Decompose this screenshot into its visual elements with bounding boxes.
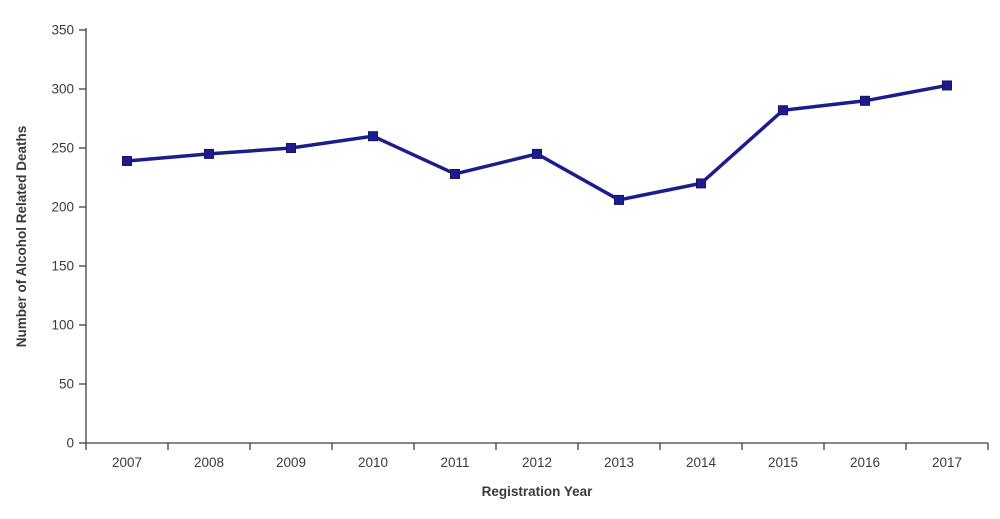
y-tick-label: 250: [51, 141, 74, 156]
data-point: [368, 131, 378, 142]
data-point: [450, 168, 460, 179]
y-tick-label: 300: [51, 82, 74, 97]
y-tick-label: 50: [59, 377, 74, 392]
data-line: [126, 83, 948, 202]
y-tick-label: 0: [66, 436, 74, 451]
x-tick-label: 2010: [358, 455, 388, 470]
x-tick-label: 2014: [686, 455, 717, 470]
x-tick-label: 2016: [850, 455, 880, 470]
x-tick-label: 2011: [440, 455, 469, 470]
x-tick-label: 2007: [112, 455, 142, 470]
data-point: [286, 143, 296, 153]
x-tick-label: 2009: [276, 455, 306, 470]
data-point: [778, 105, 788, 116]
data-point: [532, 148, 542, 159]
data-point: [860, 95, 870, 106]
y-tick-label: 150: [51, 259, 74, 274]
data-point: [122, 155, 132, 166]
x-tick-label: 2015: [768, 455, 798, 470]
y-tick-label: 200: [51, 200, 74, 215]
y-tick-label: 100: [51, 318, 74, 333]
y-tick-label: 350: [51, 23, 74, 38]
data-point: [942, 80, 952, 91]
x-tick-label: 2017: [932, 455, 962, 470]
x-tick-label: 2008: [194, 455, 224, 470]
data-point: [614, 194, 624, 205]
y-axis-title: Number of Alcohol Related Deaths: [14, 126, 29, 348]
x-axis-title: Registration Year: [482, 484, 594, 499]
data-point: [696, 178, 706, 189]
x-tick-label: 2012: [522, 455, 552, 470]
data-point: [204, 148, 214, 159]
x-tick-label: 2013: [604, 455, 634, 470]
